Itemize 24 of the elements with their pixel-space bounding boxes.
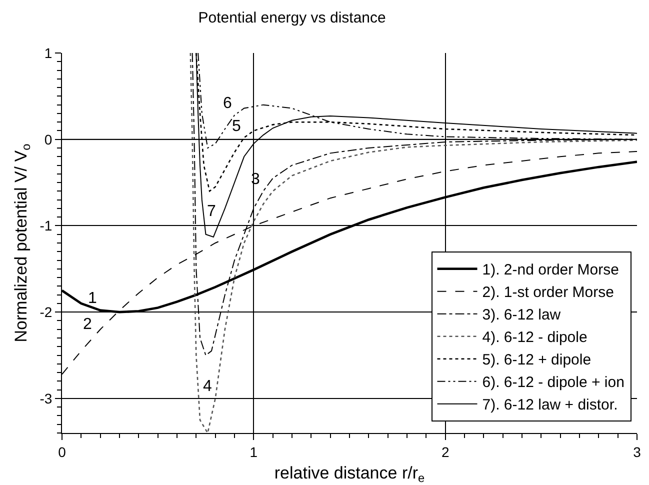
legend-label: 3). 6-12 law [482, 306, 561, 324]
x-tick-label: 2 [441, 444, 450, 460]
legend-label: 1). 2-nd order Morse [482, 262, 619, 279]
annotation: 2 [83, 316, 92, 333]
x-axis-title: relative distance r/r$_{e}$ [274, 463, 425, 485]
legend-label: 7). 6-12 law + distor. [482, 396, 618, 414]
x-tick-label: 3 [633, 444, 642, 460]
x-tick-label: 0 [58, 444, 66, 460]
annotation: 1 [88, 290, 97, 307]
legend-label: 6). 6-12 - dipole + ion [482, 374, 624, 392]
annotation: 4 [203, 378, 212, 395]
y-tick-label: 0 [44, 131, 52, 148]
y-tick-label: -3 [40, 390, 52, 406]
legend-label: 4). 6-12 - dipole [482, 329, 588, 346]
annotation: 7 [207, 203, 216, 220]
y-tick-label: -1 [40, 218, 52, 234]
legend-label: 2). 1-st order Morse [482, 284, 614, 302]
y-tick-label: -2 [40, 304, 52, 320]
chart-title: Potential energy vs distance [198, 10, 386, 27]
annotation: 5 [232, 118, 241, 135]
legend-label: 5). 6-12 + dipole [482, 352, 592, 369]
y-tick-label: 1 [44, 44, 52, 61]
x-tick-label: 1 [250, 444, 258, 460]
annotation: 6 [223, 95, 232, 112]
